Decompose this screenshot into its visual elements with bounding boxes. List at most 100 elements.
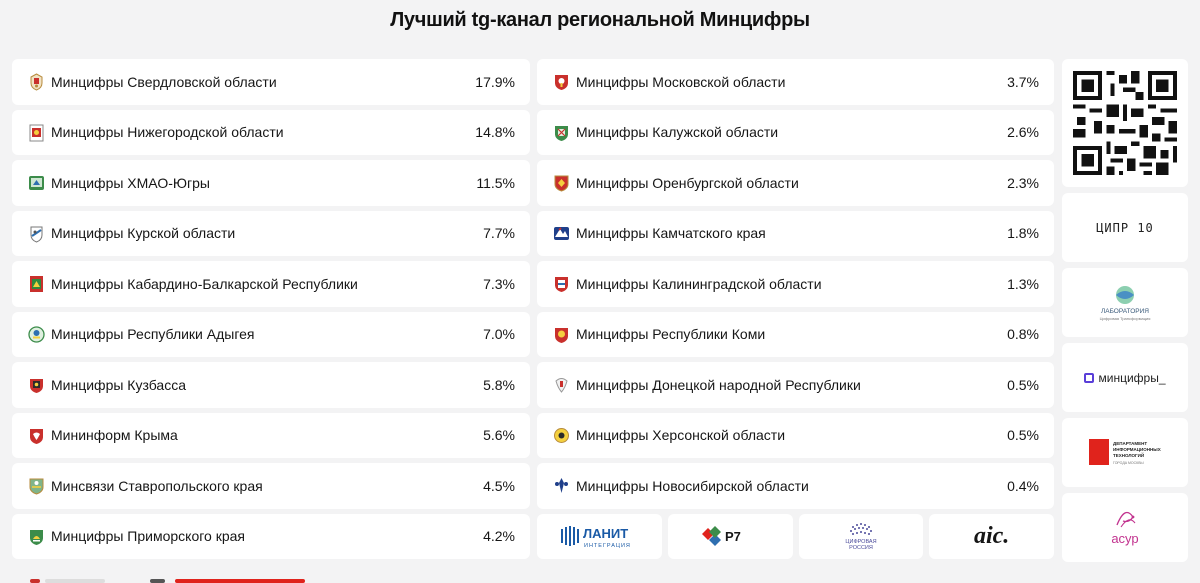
vote-percent: 7.3% — [483, 275, 515, 292]
vote-percent: 5.6% — [483, 427, 515, 444]
region-name: Минцифры Херсонской области — [576, 427, 786, 444]
lab-line1: ЛАБОРАТОРИЯ — [1101, 308, 1149, 315]
ranking-row: Минцифры Свердловской области 17.9% — [12, 59, 530, 105]
vote-percent: 11.5% — [476, 174, 515, 191]
cifrovaya-line1: ЦИФРОВАЯ — [845, 539, 876, 545]
ranking-row: Минцифры Калужской области 2.6% — [537, 109, 1054, 155]
vote-percent: 0.8% — [1007, 326, 1039, 343]
cipr-main: ЦИПР 10 — [1096, 220, 1154, 235]
region-name: Минцифры Кузбасса — [51, 376, 186, 393]
kuzbass-emblem-icon — [27, 375, 46, 394]
mincifry-logo: минцифры_ — [1062, 343, 1188, 412]
kherson-emblem-icon — [552, 426, 571, 445]
bottom-decoration — [0, 578, 1200, 583]
sidebar-sponsors: ЦИПР 10 ЛАБОРАТОРИЯ Цифровая Трансформац… — [1062, 59, 1188, 562]
region-name: Минцифры Калининградской области — [576, 275, 822, 292]
vote-percent: 5.8% — [483, 376, 515, 393]
region-name: Минцифры Оренбургской области — [576, 174, 799, 191]
vote-percent: 17.9% — [475, 73, 515, 90]
aic-main: aic. — [973, 522, 1010, 549]
lanit-sub: ИНТЕГРАЦИЯ — [584, 543, 631, 549]
lanit-main: ЛАНИТ — [583, 526, 628, 541]
dnr-emblem-icon — [552, 375, 571, 394]
region-name: Минцифры Кабардино-Балкарской Республики — [51, 275, 358, 292]
ranking-row: Минцифры Херсонской области 0.5% — [537, 412, 1054, 458]
page-title: Лучший tg-канал региональной Минцифры — [390, 9, 810, 31]
cifrovaya-rossiya-logo: ЦИФРОВАЯ РОССИЯ — [798, 513, 924, 559]
sverdlovsk-emblem-icon — [27, 72, 46, 91]
ranking-row: Минцифры Курской области 7.7% — [12, 210, 530, 256]
ranking-row: Минцифры Республики Адыгея 7.0% — [12, 311, 530, 357]
region-name: Минсвязи Ставропольского края — [51, 477, 263, 494]
moscow-oblast-emblem-icon — [552, 72, 571, 91]
kaluga-emblem-icon — [552, 123, 571, 142]
vote-percent: 14.8% — [475, 124, 515, 141]
region-name: Минцифры ХМАО-Югры — [51, 174, 210, 191]
region-name: Минцифры Свердловской области — [51, 73, 277, 90]
ranking-row: Минцифры Кабардино-Балкарской Республики… — [12, 261, 530, 307]
qr-code-icon — [1073, 71, 1177, 175]
ranking-row: Минцифры Московской области 3.7% — [537, 59, 1054, 105]
vote-percent: 4.2% — [483, 528, 515, 545]
crimea-emblem-icon — [27, 426, 46, 445]
vote-percent: 7.7% — [483, 225, 515, 242]
region-name: Минцифры Курской области — [51, 225, 236, 242]
lab-line2: Цифровая Трансформация — [1100, 316, 1151, 321]
dit-line3: ТЕХНОЛОГИЙ — [1113, 451, 1144, 458]
khmao-emblem-icon — [27, 173, 46, 192]
ranking-middle-column: Минцифры Московской области 3.7% Минцифр… — [537, 59, 1054, 559]
r7-logo: Р7 — [667, 513, 793, 559]
vote-percent: 2.6% — [1007, 124, 1039, 141]
primorye-emblem-icon — [27, 527, 46, 546]
novosibirsk-emblem-icon — [552, 476, 571, 495]
ranking-row: Минсвязи Ставропольского края 4.5% — [12, 463, 530, 509]
region-name: Минцифры Приморского края — [51, 528, 245, 545]
dit-line2: ИНФОРМАЦИОННЫХ — [1113, 447, 1161, 452]
aic-logo: aic. — [929, 513, 1054, 559]
dit-line4: ГОРОДА МОСКВЫ — [1113, 461, 1144, 465]
region-name: Минцифры Республики Адыгея — [51, 326, 255, 343]
cifrovaya-line2: РОССИЯ — [849, 545, 873, 551]
qr-code[interactable] — [1062, 59, 1188, 187]
ranking-row: Минцифры ХМАО-Югры 11.5% — [12, 160, 530, 206]
nizhny-novgorod-emblem-icon — [27, 123, 46, 142]
mincifry-icon — [1084, 372, 1095, 383]
kbr-emblem-icon — [27, 274, 46, 293]
kursk-emblem-icon — [27, 224, 46, 243]
adygea-emblem-icon — [27, 325, 46, 344]
ranking-row: Минцифры Приморского края 4.2% — [12, 513, 530, 559]
ranking-row: Минцифры Оренбургской области 2.3% — [537, 160, 1054, 206]
vote-percent: 1.8% — [1007, 225, 1039, 242]
asur-main: асур — [1111, 531, 1138, 546]
kamchatka-emblem-icon — [552, 224, 571, 243]
region-name: Минцифры Московской области — [576, 73, 786, 90]
ranking-row: Минцифры Новосибирской области 0.4% — [537, 463, 1054, 509]
region-name: Минцифры Нижегородской области — [51, 124, 284, 141]
komi-emblem-icon — [552, 325, 571, 344]
orenburg-emblem-icon — [552, 173, 571, 192]
asur-logo: асур — [1062, 493, 1188, 562]
ranking-row: Минцифры Нижегородской области 14.8% — [12, 109, 530, 155]
vote-percent: 7.0% — [483, 326, 515, 343]
vote-percent: 1.3% — [1007, 275, 1039, 292]
ranking-row: Минцифры Республики Коми 0.8% — [537, 311, 1054, 357]
ranking-row: Минцифры Донецкой народной Республики 0.… — [537, 362, 1054, 408]
vote-percent: 0.5% — [1007, 427, 1039, 444]
dit-line1: ДЕПАРТАМЕНТ — [1113, 441, 1147, 446]
kaliningrad-emblem-icon — [552, 274, 571, 293]
sponsor-logos-row: ЛАНИТ ИНТЕГРАЦИЯ Р7 ЦИФРОВАЯ РОССИЯ — [537, 513, 1054, 559]
ranking-row: Минцифры Калининградской области 1.3% — [537, 261, 1054, 307]
r7-main: Р7 — [725, 529, 741, 544]
region-name: Минцифры Калужской области — [576, 124, 779, 141]
vote-percent: 3.7% — [1007, 73, 1039, 90]
region-name: Минцифры Новосибирской области — [576, 477, 809, 494]
vote-percent: 0.4% — [1007, 477, 1039, 494]
region-name: Минцифры Республики Коми — [576, 326, 766, 343]
region-name: Минцифры Камчатского края — [576, 225, 766, 242]
ranking-row: Минцифры Кузбасса 5.8% — [12, 362, 530, 408]
ranking-left-column: Минцифры Свердловской области 17.9% Минц… — [12, 59, 530, 559]
vote-percent: 2.3% — [1007, 174, 1039, 191]
region-name: Минцифры Донецкой народной Республики — [576, 376, 861, 393]
region-name: Мининформ Крыма — [51, 427, 178, 444]
cipr-logo: ЦИПР 10 — [1062, 193, 1188, 262]
